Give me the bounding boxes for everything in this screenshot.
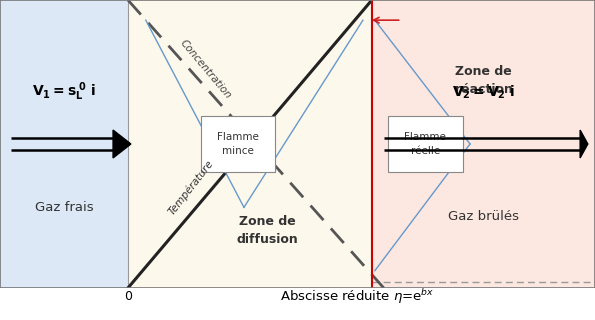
Text: Température: Température	[167, 158, 216, 217]
Bar	[372, 0, 595, 288]
Text: Zone de
diffusion: Zone de diffusion	[237, 215, 299, 246]
Text: Flamme
mince: Flamme mince	[217, 132, 259, 156]
Text: Zone de
réaction: Zone de réaction	[455, 65, 512, 96]
Text: Gaz frais: Gaz frais	[35, 201, 93, 214]
Text: 0: 0	[124, 291, 132, 303]
Text: $\mathbf{V_2=V_2\ i}$: $\mathbf{V_2=V_2\ i}$	[452, 84, 515, 101]
Text: Concentration: Concentration	[178, 38, 234, 100]
Text: Abscisse réduite $\eta$=e$^{bx}$: Abscisse réduite $\eta$=e$^{bx}$	[280, 287, 434, 307]
Text: Flamme
réelle: Flamme réelle	[405, 132, 446, 156]
Text: Gaz brülés: Gaz brülés	[448, 210, 519, 222]
Polygon shape	[580, 130, 588, 158]
Bar	[0, 0, 128, 288]
FancyBboxPatch shape	[201, 116, 275, 172]
Polygon shape	[113, 130, 131, 158]
Bar	[128, 0, 372, 288]
FancyBboxPatch shape	[388, 116, 463, 172]
Text: $\mathbf{V_1=s_L^{\ 0}\ i}$: $\mathbf{V_1=s_L^{\ 0}\ i}$	[32, 81, 96, 103]
